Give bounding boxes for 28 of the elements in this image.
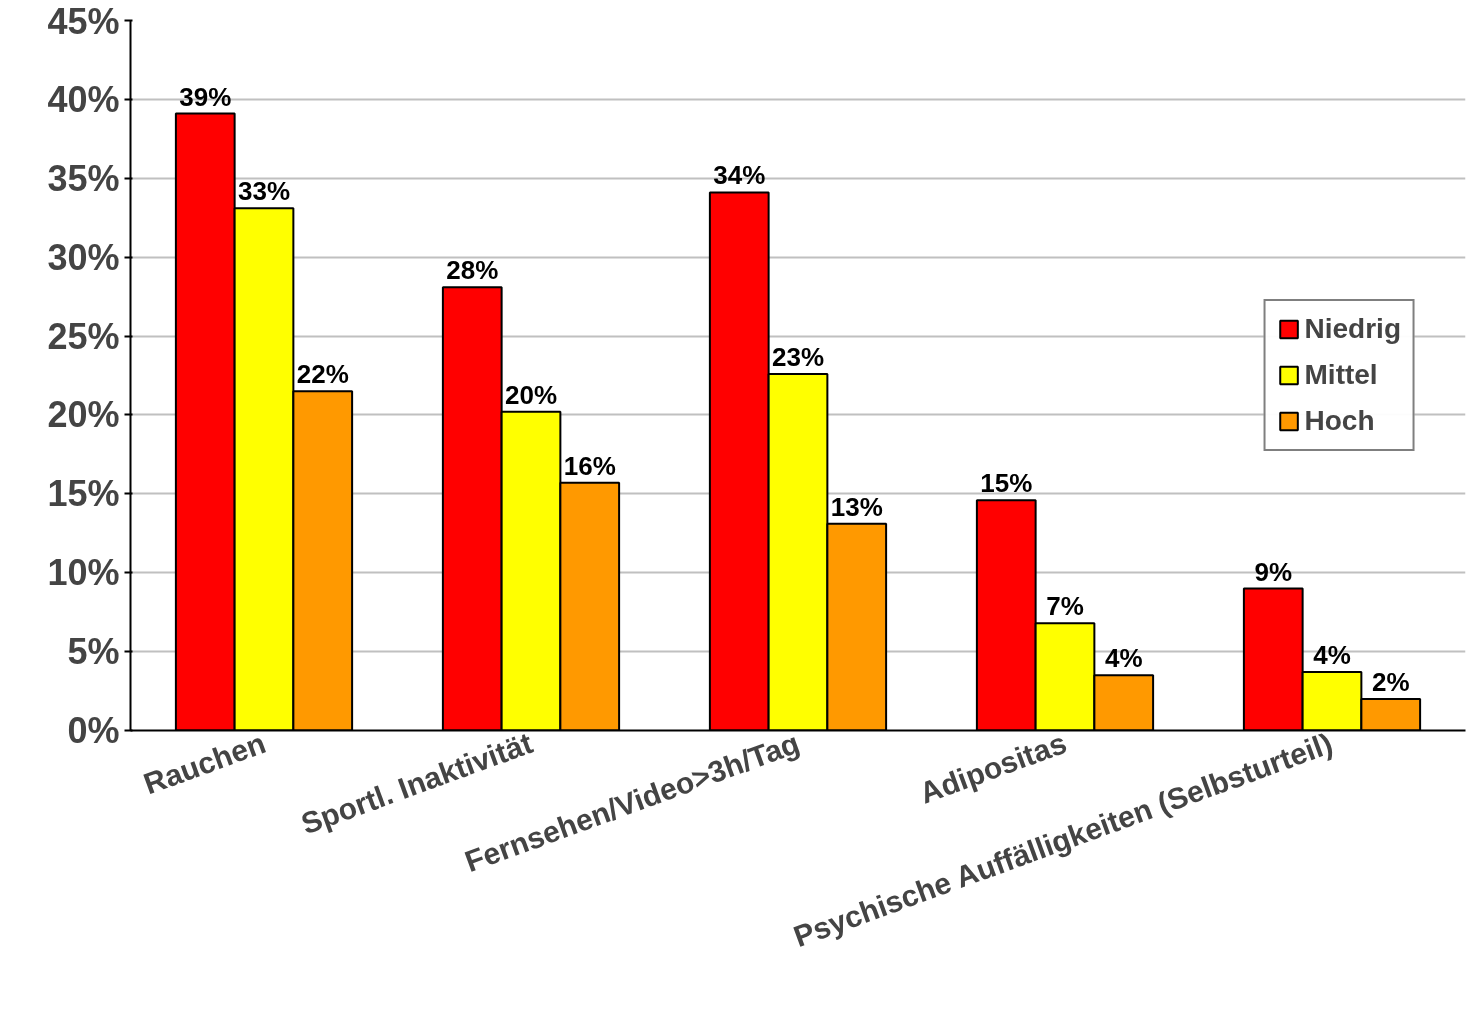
data-label: 20% <box>504 379 558 410</box>
data-label: 33% <box>237 176 291 207</box>
y-tick-label: 25% <box>47 315 120 357</box>
data-label: 15% <box>980 468 1033 499</box>
data-label: 39% <box>179 81 232 112</box>
legend-label: Niedrig <box>1304 313 1401 345</box>
y-tick-label: 10% <box>47 552 120 594</box>
data-label: 9% <box>1254 556 1293 587</box>
data-label: 28% <box>446 255 499 286</box>
legend-label: Hoch <box>1304 405 1375 437</box>
y-tick-label: 35% <box>47 157 120 199</box>
data-label: 16% <box>563 450 616 481</box>
y-tick-label: 15% <box>47 473 120 515</box>
y-tick-label: 20% <box>47 394 120 436</box>
data-label: 4% <box>1104 643 1143 674</box>
data-label: 7% <box>1046 591 1084 622</box>
data-label: 13% <box>830 491 883 522</box>
y-tick-label: 45% <box>47 0 120 42</box>
data-label: 4% <box>1313 640 1351 671</box>
data-label: 22% <box>296 359 349 390</box>
data-label: 34% <box>713 160 766 191</box>
data-label: 2% <box>1371 666 1410 697</box>
legend-label: Mittel <box>1304 359 1378 391</box>
data-label: 23% <box>771 341 825 372</box>
y-tick-label: 0% <box>67 710 120 751</box>
y-tick-label: 40% <box>47 78 120 120</box>
y-tick-label: 5% <box>67 631 120 673</box>
y-tick-label: 30% <box>47 236 120 278</box>
